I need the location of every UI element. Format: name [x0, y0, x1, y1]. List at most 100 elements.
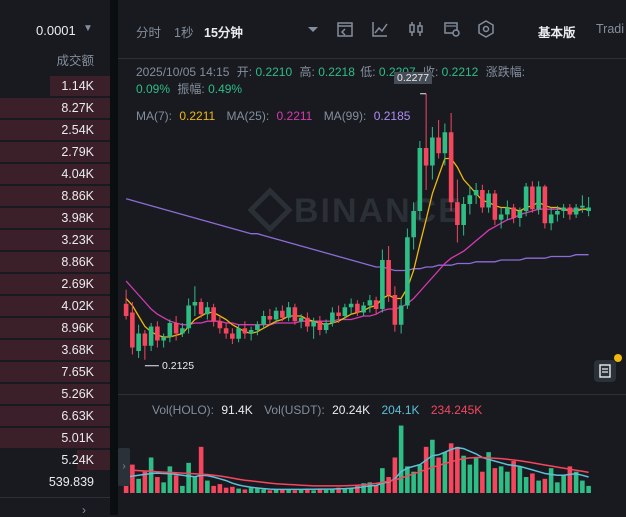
- candle-body: [530, 186, 535, 210]
- volume-bar: [348, 488, 354, 493]
- panel-divider: [110, 0, 118, 515]
- candle-body: [467, 195, 473, 204]
- volume-row: 5.26K: [0, 383, 110, 405]
- candle-body: [292, 307, 298, 322]
- volume-row: 6.63K: [0, 405, 110, 427]
- candle-body: [536, 186, 541, 210]
- candle-body: [173, 323, 179, 334]
- volume-row: 3.68K: [0, 339, 110, 361]
- volume-bar: [548, 468, 554, 493]
- timeframe-1s[interactable]: 1秒: [174, 26, 194, 40]
- volume-bar: [361, 483, 366, 493]
- vol-ma1-value: 204.1K: [381, 403, 420, 417]
- expand-chevron-icon[interactable]: ›: [82, 503, 86, 517]
- volume-row: 8.86K: [0, 185, 110, 207]
- ma25-value: 0.2211: [276, 109, 313, 123]
- indicator-icon[interactable]: [336, 20, 354, 38]
- volume-bar: [573, 471, 579, 493]
- volume-bar: [236, 488, 241, 493]
- volume-column-header: 成交额: [56, 54, 94, 68]
- volume-row-depth-bar: [0, 164, 110, 184]
- candle-body: [542, 186, 548, 224]
- amplitude-label: 振幅:: [177, 82, 205, 96]
- volume-row-value: 8.27K: [61, 101, 94, 115]
- volume-row-value: 3.68K: [61, 343, 94, 357]
- candle-body: [323, 323, 329, 330]
- candle-body: [411, 211, 416, 238]
- volume-row-depth-bar: [0, 406, 110, 426]
- kline-chart[interactable]: [118, 0, 626, 515]
- ohlc-datetime: 2025/10/05 14:15: [136, 65, 230, 79]
- volume-bar: [298, 489, 304, 493]
- candle-body: [461, 204, 466, 225]
- settings-icon[interactable]: [477, 20, 495, 38]
- volume-divider: [118, 394, 626, 395]
- volume-row: 7.65K: [0, 361, 110, 383]
- volume-bar: [336, 487, 341, 493]
- chevron-down-icon[interactable]: [304, 20, 322, 38]
- candle-body: [486, 193, 491, 208]
- candle-body: [561, 207, 566, 211]
- watermark: BINANCE: [294, 192, 463, 230]
- volume-bar: [442, 452, 448, 493]
- candle-body: [392, 295, 398, 325]
- line-chart-icon[interactable]: [371, 20, 389, 38]
- volume-bar: [280, 489, 285, 493]
- volume-bar: [473, 457, 479, 493]
- volume-bar: [248, 487, 254, 493]
- candle-body: [248, 330, 254, 334]
- volume-bar: [411, 471, 416, 493]
- volume-row-depth-bar: [0, 186, 110, 206]
- volume-row: 2.54K: [0, 119, 110, 141]
- candle-body: [473, 190, 479, 196]
- volume-row-depth-bar: [0, 274, 110, 294]
- volume-row-value: 5.01K: [61, 431, 94, 445]
- view-basic-tab[interactable]: 基本版: [538, 26, 576, 40]
- view-trading-tab[interactable]: Tradi: [596, 22, 625, 36]
- candle-body: [261, 316, 266, 325]
- timeframe-15m[interactable]: 15分钟: [204, 26, 243, 40]
- timeframe-line[interactable]: 分时: [136, 26, 162, 40]
- low-price-marker: 0.2125: [162, 360, 195, 372]
- candle-body: [580, 205, 585, 208]
- volume-total: 539.839: [48, 475, 94, 489]
- candle-body: [305, 317, 310, 327]
- depth-chart-icon[interactable]: [443, 20, 461, 38]
- volume-bar: [505, 471, 510, 493]
- candle-body: [448, 132, 454, 203]
- volume-bar: [567, 466, 573, 493]
- volume-row-value: 5.24K: [61, 453, 94, 467]
- volume-row-value: 3.23K: [61, 233, 94, 247]
- candle-body: [180, 328, 185, 334]
- volume-bar: [305, 488, 310, 493]
- candle-body: [330, 312, 335, 323]
- volume-collapse-chevron-icon[interactable]: ›: [118, 448, 130, 486]
- candle-body: [223, 328, 229, 334]
- precision-dropdown-icon[interactable]: ▼: [83, 23, 93, 34]
- volume-bar: [461, 455, 466, 493]
- volume-bar: [173, 475, 179, 493]
- volume-row-depth-bar: [0, 98, 110, 118]
- volume-row-value: 8.86K: [61, 255, 94, 269]
- candle-body: [555, 211, 560, 215]
- candlestick-icon[interactable]: [407, 20, 425, 38]
- volume-row-value: 1.14K: [61, 79, 94, 93]
- chart-notes-button[interactable]: [594, 360, 616, 382]
- volume-bar: [480, 471, 485, 493]
- volume-row-value: 4.02K: [61, 299, 94, 313]
- volume-bar: [342, 488, 348, 493]
- volume-bar: [511, 461, 516, 493]
- candle-body: [205, 307, 210, 315]
- vol-holo-value: 91.4K: [221, 403, 253, 417]
- candle-body: [548, 214, 554, 224]
- chart-toolbar: 分时 1秒 15分钟 基本版 Tradi: [118, 0, 626, 59]
- candle-body: [136, 333, 141, 351]
- ma99-line: [125, 198, 589, 272]
- volume-bar: [542, 478, 548, 493]
- candle-body: [167, 323, 173, 337]
- volume-bar: [261, 489, 266, 493]
- volume-bar: [417, 464, 423, 493]
- precision-selector[interactable]: 0.0001: [36, 23, 76, 38]
- volume-bar: [430, 439, 435, 493]
- volume-bar: [211, 485, 216, 493]
